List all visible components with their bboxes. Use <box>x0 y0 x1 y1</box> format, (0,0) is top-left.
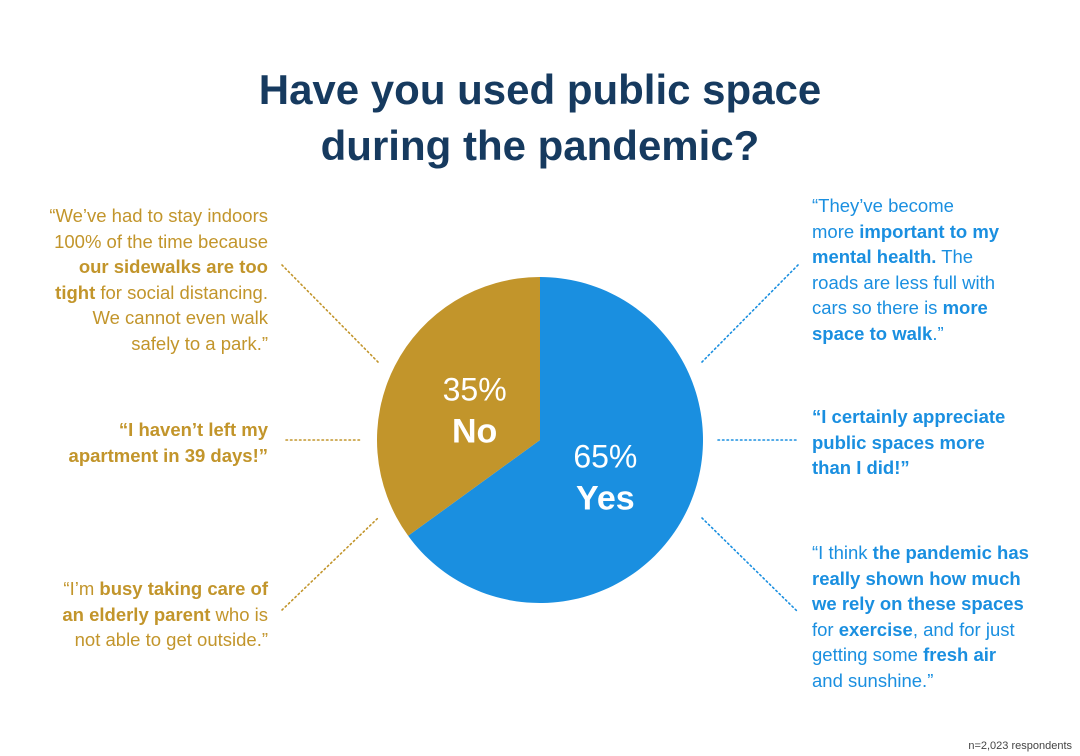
quote-line: roads are less full with <box>812 270 999 296</box>
quote-line: tight for social distancing. <box>49 280 268 306</box>
quote-line: “I certainly appreciate <box>812 404 1005 430</box>
quote-emphasis: more <box>942 297 988 318</box>
quote-text: more <box>812 220 860 242</box>
chart-title-line-1: Have you used public space <box>258 66 822 113</box>
chart-title: Have you used public space during the pa… <box>0 62 1080 174</box>
quote-line: getting some fresh air <box>812 642 1029 668</box>
pie-slice-yes <box>408 277 703 603</box>
quote-text: , and for just <box>912 618 1015 640</box>
quote-line: cars so there is more <box>812 295 999 321</box>
quote-emphasis: space to walk <box>812 322 933 344</box>
quote-text: The <box>936 246 974 267</box>
quote-line: space to walk.” <box>812 321 999 347</box>
quote-text: “I’m <box>63 578 100 599</box>
pie-slice-labels: 65% Yes 35% No <box>443 372 638 518</box>
quote-line: really shown how much <box>812 566 1029 592</box>
quote-text: “We’ve had to stay indoors <box>49 205 268 226</box>
quote-emphasis: than I did!” <box>812 457 910 478</box>
connector-left-3 <box>281 517 379 611</box>
quote-text: .” <box>932 322 944 344</box>
quote-emphasis: fresh air <box>923 644 997 665</box>
quote-line: “We’ve had to stay indoors <box>49 203 268 229</box>
quote-emphasis: we rely on these spaces <box>812 593 1024 614</box>
quote-line: not able to get outside.” <box>62 627 268 653</box>
quote-left-2: “I haven’t left my apartment in 39 days!” <box>69 417 268 468</box>
quote-line: 100% of the time because <box>49 229 268 255</box>
pie-slice-no <box>376 277 540 536</box>
quote-emphasis: “I haven’t left my <box>118 419 268 440</box>
quote-line: and sunshine.” <box>812 668 1029 694</box>
pie-slices <box>376 277 703 603</box>
quote-emphasis: mental health. <box>812 246 937 267</box>
quote-text: “They’ve become <box>812 195 954 216</box>
quote-line: than I did!” <box>812 455 1005 481</box>
quote-line: more important to my <box>812 219 999 245</box>
pie-slice-label-no: No <box>452 413 497 451</box>
quote-line: “They’ve become <box>812 193 999 219</box>
connector-right-3 <box>701 517 799 613</box>
quote-line: our sidewalks are too <box>49 254 268 280</box>
quote-line: “I haven’t left my <box>69 417 268 443</box>
quote-right-2: “I certainly appreciate public spaces mor… <box>812 404 1005 481</box>
quote-emphasis: public spaces more <box>812 431 985 453</box>
quote-emphasis: “I certainly appreciate <box>812 406 1006 427</box>
quote-line: safely to a park.” <box>49 331 268 357</box>
quote-line: “I think the pandemic has <box>812 540 1029 566</box>
quote-line: we rely on these spaces <box>812 591 1029 617</box>
quote-text: for social distancing. <box>95 281 268 303</box>
quote-line: apartment in 39 days!” <box>69 443 268 469</box>
quote-line: mental health. The <box>812 244 999 270</box>
quote-text: and sunshine.” <box>812 669 934 691</box>
quote-emphasis: really shown how much <box>812 567 1021 589</box>
quote-left-3: “I’m busy taking care of an elderly paren… <box>62 576 268 653</box>
quote-text: “I think <box>812 542 873 563</box>
pie-slice-label-yes: Yes <box>576 479 635 517</box>
connector-left-1 <box>281 264 379 363</box>
quote-emphasis: the pandemic has <box>872 542 1029 563</box>
quote-emphasis: important to my <box>859 220 1000 242</box>
quote-emphasis: an elderly parent <box>62 603 211 625</box>
connector-right-1 <box>701 264 799 363</box>
quote-text: safely to a park.” <box>131 332 268 354</box>
quote-emphasis: busy taking care of <box>99 578 268 599</box>
quote-text: for <box>812 618 839 640</box>
quote-text: We cannot even walk <box>92 307 268 328</box>
quote-right-3: “I think the pandemic has really shown ho… <box>812 540 1029 693</box>
pie-slice-percent-yes: 65% <box>573 438 637 474</box>
pie-slice-percent-no: 35% <box>443 372 507 408</box>
quote-text: getting some <box>812 644 924 665</box>
quote-emphasis: apartment in 39 days!” <box>68 444 268 466</box>
quote-text: 100% of the time because <box>54 230 268 252</box>
quote-text: who is <box>210 603 268 625</box>
quote-line: for exercise, and for just <box>812 617 1029 643</box>
quote-right-1: “They’ve become more important to my menta… <box>812 193 999 346</box>
quote-line: an elderly parent who is <box>62 602 268 628</box>
quote-line: public spaces more <box>812 430 1005 456</box>
quote-text: cars so there is <box>812 297 943 318</box>
quote-left-1: “We’ve had to stay indoors 100% of the ti… <box>49 203 268 356</box>
quote-text: not able to get outside.” <box>74 629 268 650</box>
sample-size-note: n=2,023 respondents <box>968 740 1072 752</box>
quote-line: We cannot even walk <box>49 305 268 331</box>
connector-lines <box>281 264 799 613</box>
quote-line: “I’m busy taking care of <box>62 576 268 602</box>
quote-emphasis: tight <box>55 281 96 303</box>
chart-title-line-2: during the pandemic? <box>320 122 760 169</box>
quote-text: roads are less full with <box>812 271 996 293</box>
quote-emphasis: exercise <box>838 618 913 640</box>
quote-emphasis: our sidewalks are too <box>78 256 268 277</box>
